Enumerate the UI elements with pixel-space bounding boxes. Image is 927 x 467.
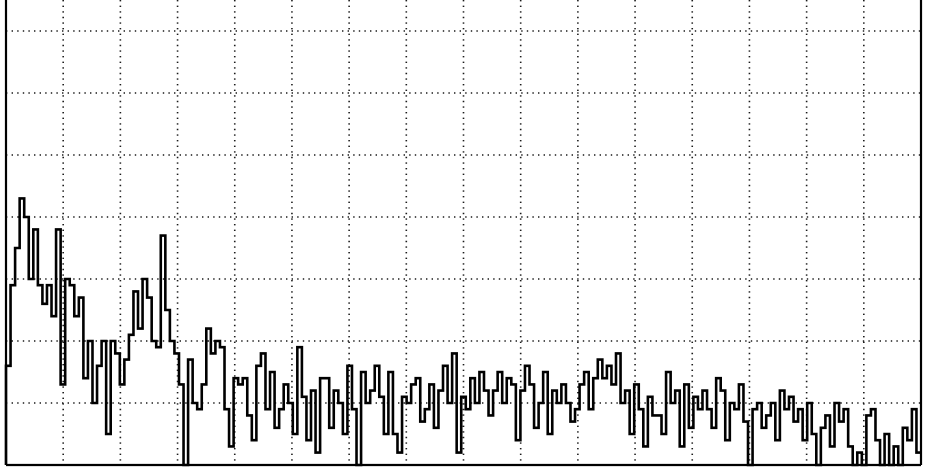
series-0-step-line [4,197,921,467]
